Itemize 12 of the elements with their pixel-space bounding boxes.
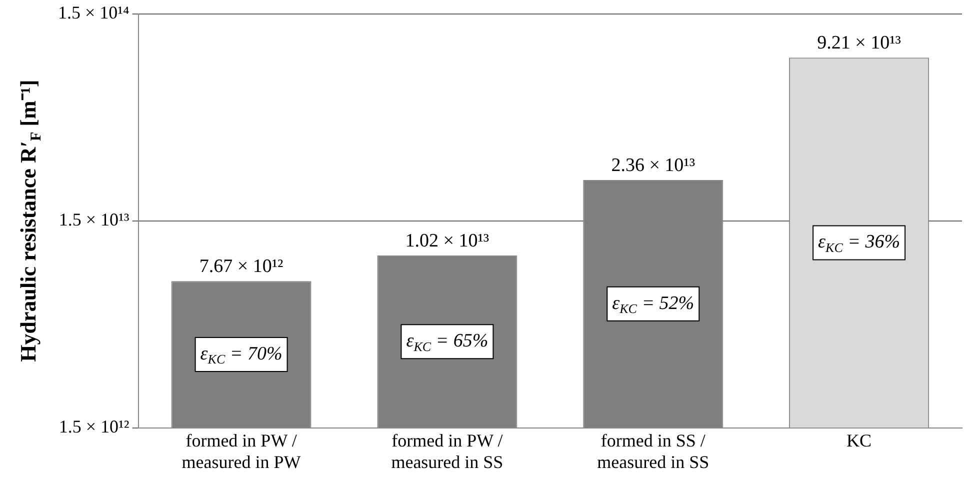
data-label: 7.67 × 10¹² xyxy=(199,256,284,278)
y-tick-label: 1.5 × 10¹³ xyxy=(58,210,130,230)
x-tick-label: KC xyxy=(846,430,872,450)
data-label: 9.21 × 10¹³ xyxy=(817,32,902,54)
x-tick-label: formed in SS / measured in SS xyxy=(597,430,710,472)
x-tick-label: formed in PW / measured in SS xyxy=(391,430,504,472)
y-tick-label: 1.5 × 10¹⁴ xyxy=(58,2,130,23)
x-tick-label: formed in PW / measured in PW xyxy=(182,430,301,472)
y-tick-label: 1.5 × 10¹² xyxy=(58,416,130,437)
data-label: 2.36 × 10¹³ xyxy=(611,155,696,176)
y-axis-title: Hydraulic resistance R′F [m⁻¹] xyxy=(16,80,44,362)
data-label: 1.02 × 10¹³ xyxy=(405,230,490,252)
